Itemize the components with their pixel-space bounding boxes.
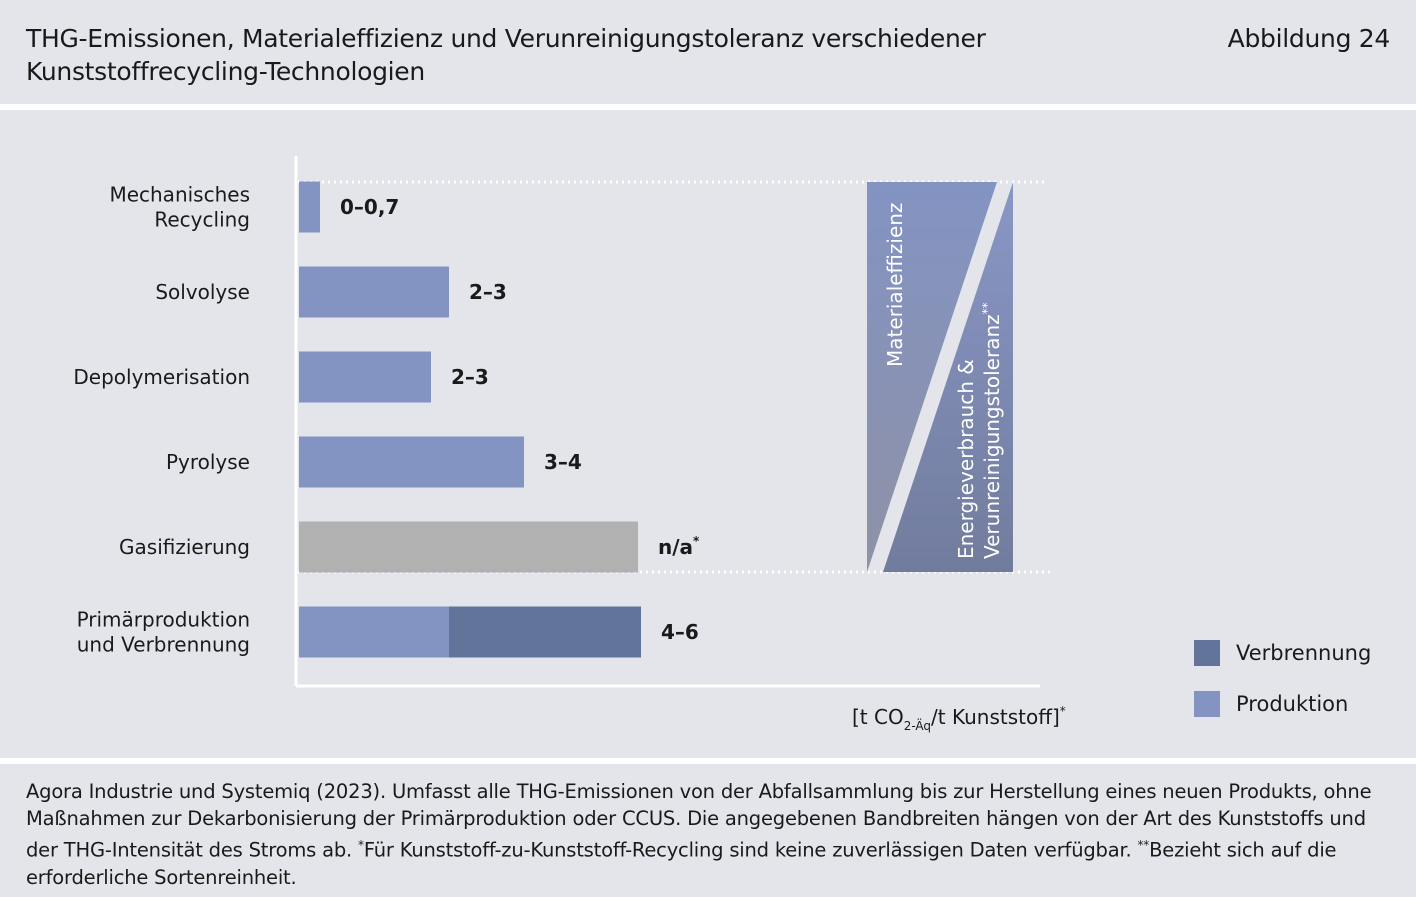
value-label-2: 2–3	[451, 365, 489, 389]
category-label-5-1: und Verbrennung	[77, 633, 250, 657]
category-label-5-0: Primärproduktion	[77, 608, 250, 632]
bar-produktion-2	[299, 351, 431, 403]
bar-produktion-0	[299, 181, 320, 233]
value-label-5: 4–6	[661, 620, 699, 644]
annotation-verunreinigungstoleranz: Verunreinigungstoleranz**	[980, 302, 1004, 559]
footnote: Agora Industrie und Systemiq (2023). Umf…	[26, 778, 1386, 891]
legend-label-verbrennung: Verbrennung	[1236, 641, 1372, 665]
value-label-4: n/a*	[658, 534, 700, 559]
footnote-mark-2: **	[1137, 838, 1150, 852]
chart-area: 0–0,7 Mechanisches Recycling 2–3 Solvolyse 2–…	[0, 110, 1416, 758]
chart-title: THG-Emissionen, Materialeffizienz und Ve…	[26, 24, 986, 86]
bar-produktion-5	[299, 606, 449, 658]
category-label-3-0: Pyrolyse	[166, 450, 250, 474]
value-label-1: 2–3	[469, 280, 507, 304]
annotation-energieverbrauch: Energieverbrauch &	[954, 359, 978, 559]
legend-item-produktion: Produktion	[1194, 691, 1416, 717]
category-label-0-0: Mechanisches	[109, 183, 250, 207]
header-divider	[0, 104, 1416, 110]
category-label-1-0: Solvolyse	[155, 280, 250, 304]
bar-produktion-3	[299, 436, 524, 488]
legend-item-verbrennung: Verbrennung	[1194, 640, 1416, 666]
x-axis-unit-label: [t CO2-Äq/t Kunststoff]*	[852, 704, 1066, 733]
annotation-materialeffizienz: Materialeffizienz	[883, 203, 907, 367]
materialeffizienz-triangle	[867, 182, 997, 572]
legend-swatch-produktion	[1194, 691, 1220, 717]
legend-label-produktion: Produktion	[1236, 692, 1349, 716]
footnote-note-1: Für Kunststoff-zu-Kunststoff-Recycling s…	[363, 838, 1138, 862]
value-label-0: 0–0,7	[340, 195, 399, 219]
footer-divider	[0, 758, 1416, 764]
category-label-0-1: Recycling	[154, 208, 250, 232]
legend-swatch-verbrennung	[1194, 640, 1220, 666]
footnote-source: Agora Industrie und Systemiq (2023). Umf…	[26, 780, 1372, 862]
header: THG-Emissionen, Materialeffizienz und Ve…	[0, 0, 1416, 104]
category-label-2-0: Depolymerisation	[73, 365, 250, 389]
footnote-note-2: Bezieht sich auf die erforderliche Sorte…	[26, 838, 1337, 889]
energieverbrauch-triangle	[883, 182, 1013, 572]
bar-gasifizierung-na	[299, 521, 638, 573]
value-label-3: 3–4	[544, 450, 582, 474]
figure-label: Abbildung 24	[1227, 24, 1391, 53]
footnote-mark-1: *	[358, 838, 364, 852]
category-label-4-0: Gasifizierung	[119, 535, 250, 559]
bar-produktion-1	[299, 266, 449, 318]
bar-verbrennung-5	[449, 606, 641, 658]
